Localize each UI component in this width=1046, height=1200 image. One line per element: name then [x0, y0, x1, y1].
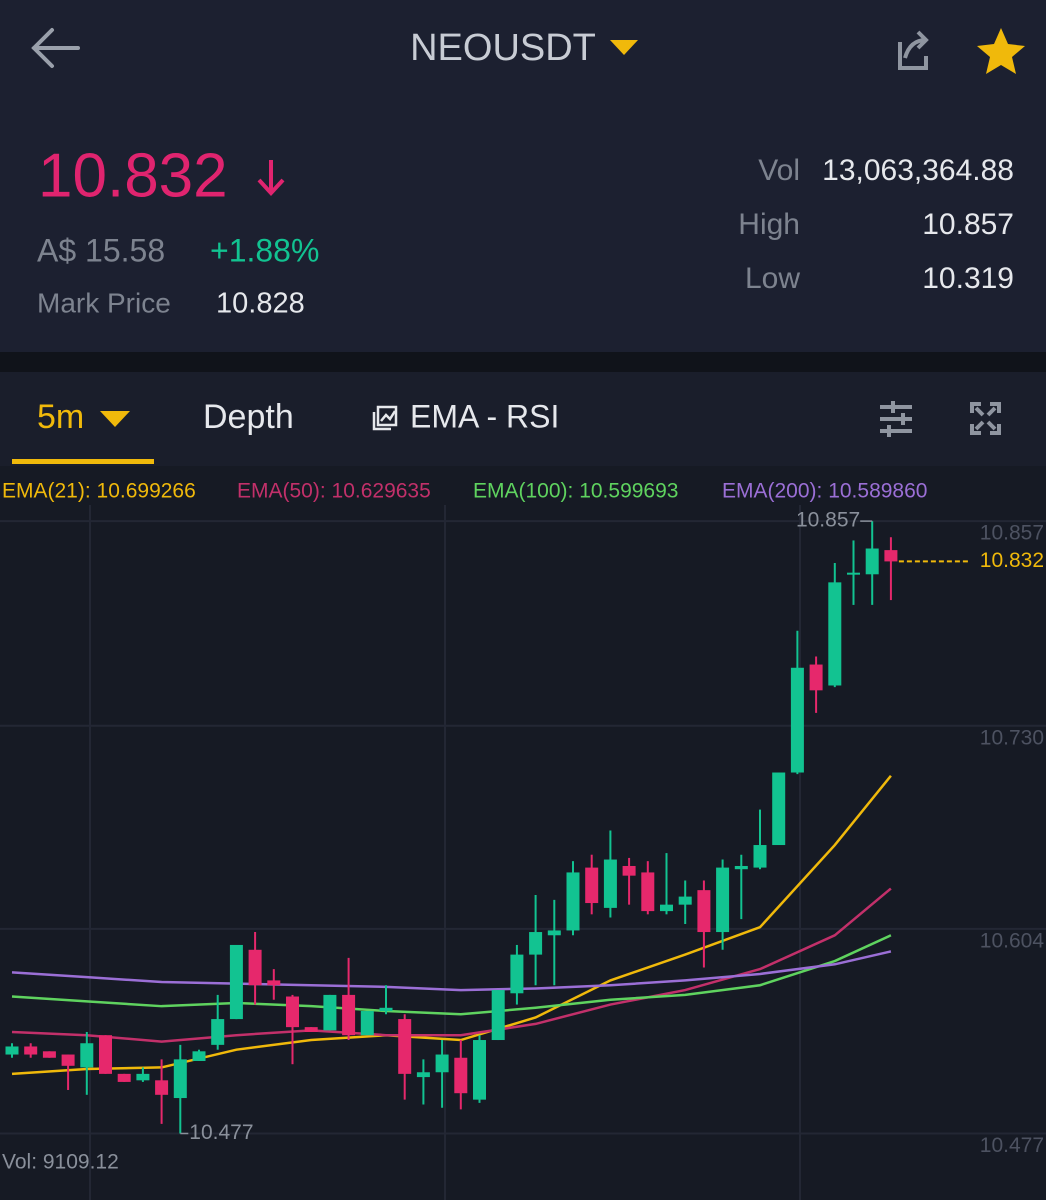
vol-label: Vol — [758, 154, 800, 187]
volume-label: Vol: 9109.12 — [2, 1151, 119, 1174]
candle-body — [716, 867, 730, 933]
candle-body — [398, 1019, 412, 1074]
candle-body — [379, 1007, 393, 1012]
candle-body — [342, 994, 356, 1036]
candle-body — [865, 548, 879, 575]
candle-body — [491, 990, 505, 1041]
candle-body — [641, 872, 655, 912]
ema-line — [11, 934, 892, 1016]
indicator-icon — [372, 405, 398, 431]
candle-body — [697, 890, 711, 933]
tab-bar-bg — [0, 372, 1046, 466]
candle-body — [547, 930, 561, 936]
candle-body — [772, 772, 786, 846]
legend-entry: EMA(21): 10.699266 — [2, 480, 196, 503]
share-button[interactable] — [898, 30, 929, 70]
candle-body — [80, 1043, 94, 1068]
candle-body — [360, 1011, 374, 1036]
symbol-dropdown[interactable] — [610, 40, 638, 55]
candle-body — [248, 949, 262, 986]
fullscreen-button[interactable] — [970, 402, 1001, 435]
candle-body — [603, 859, 617, 908]
candle-body — [286, 996, 299, 1028]
y-tick-label: 10.730 — [980, 726, 1044, 749]
candle-body — [678, 896, 692, 905]
candle-body — [267, 980, 281, 986]
candle-body — [416, 1072, 430, 1078]
vertical-grid — [89, 505, 801, 1200]
candle-body — [61, 1054, 75, 1066]
candle-body — [117, 1073, 131, 1082]
candle-body — [435, 1054, 449, 1073]
settings-button[interactable] — [880, 401, 912, 437]
mark-price: 10.828 — [216, 288, 305, 320]
last-price: 10.832 — [38, 141, 228, 210]
candle-body — [42, 1051, 56, 1058]
candle-body — [884, 550, 898, 562]
candle-body — [454, 1057, 468, 1094]
candle-body — [622, 865, 636, 876]
candle-body — [753, 845, 767, 868]
y-tick-label: 10.857 — [980, 522, 1044, 545]
candle-body — [660, 904, 673, 912]
candle-body — [566, 872, 580, 931]
candle-body — [847, 572, 860, 575]
y-tick-label: 10.477 — [980, 1134, 1044, 1157]
high-value: 10.857 — [922, 208, 1014, 241]
candle-body — [304, 1027, 318, 1032]
candle-body — [192, 1051, 206, 1061]
high-label: High — [738, 208, 800, 241]
vol-value: 13,063,364.88 — [822, 154, 1014, 187]
legend-entry: EMA(200): 10.589860 — [722, 480, 927, 503]
candle-body — [323, 994, 337, 1031]
high-marker: 10.857 — [796, 509, 860, 532]
low-marker: 10.477 — [189, 1121, 253, 1144]
candle-body — [24, 1046, 38, 1055]
down-arrow — [257, 160, 285, 196]
candle-body — [585, 867, 599, 904]
active-tab-underline — [12, 459, 154, 464]
candle-body — [173, 1059, 187, 1099]
candle-body — [790, 667, 804, 773]
low-value: 10.319 — [922, 262, 1014, 295]
candle-body — [99, 1035, 112, 1074]
separator — [0, 352, 1046, 372]
mark-price-label: Mark Price — [37, 287, 171, 318]
candle-body — [136, 1073, 150, 1081]
change: +1.88% — [210, 232, 319, 268]
candle-body — [510, 954, 524, 994]
last-price-label: 10.832 — [980, 549, 1044, 572]
candle-body — [809, 664, 823, 691]
candle-body — [473, 1040, 486, 1100]
candle-body — [211, 1019, 225, 1045]
legend-entry: EMA(50): 10.629635 — [237, 480, 431, 503]
candle-body — [734, 865, 748, 870]
y-tick-label: 10.604 — [980, 929, 1045, 952]
ema-line — [11, 950, 892, 992]
header-bg — [0, 0, 1046, 352]
legend-entry: EMA(100): 10.599693 — [473, 480, 678, 503]
candle-body — [229, 944, 243, 1020]
candle-body — [5, 1046, 19, 1055]
back-button[interactable] — [31, 28, 80, 68]
fiat-price: A$ 15.58 — [37, 232, 165, 268]
candle-body — [828, 582, 842, 686]
interval-dropdown[interactable] — [100, 411, 130, 427]
low-label: Low — [745, 262, 800, 295]
interval-tab[interactable]: 5m — [37, 398, 84, 436]
candle-body — [529, 932, 543, 955]
favorite-star[interactable] — [977, 28, 1025, 74]
depth-tab[interactable]: Depth — [203, 398, 294, 436]
candle-body — [155, 1080, 169, 1095]
symbol[interactable]: NEOUSDT — [410, 27, 596, 69]
ema-line — [11, 887, 892, 1043]
indicator-tab[interactable]: EMA - RSI — [410, 398, 559, 434]
